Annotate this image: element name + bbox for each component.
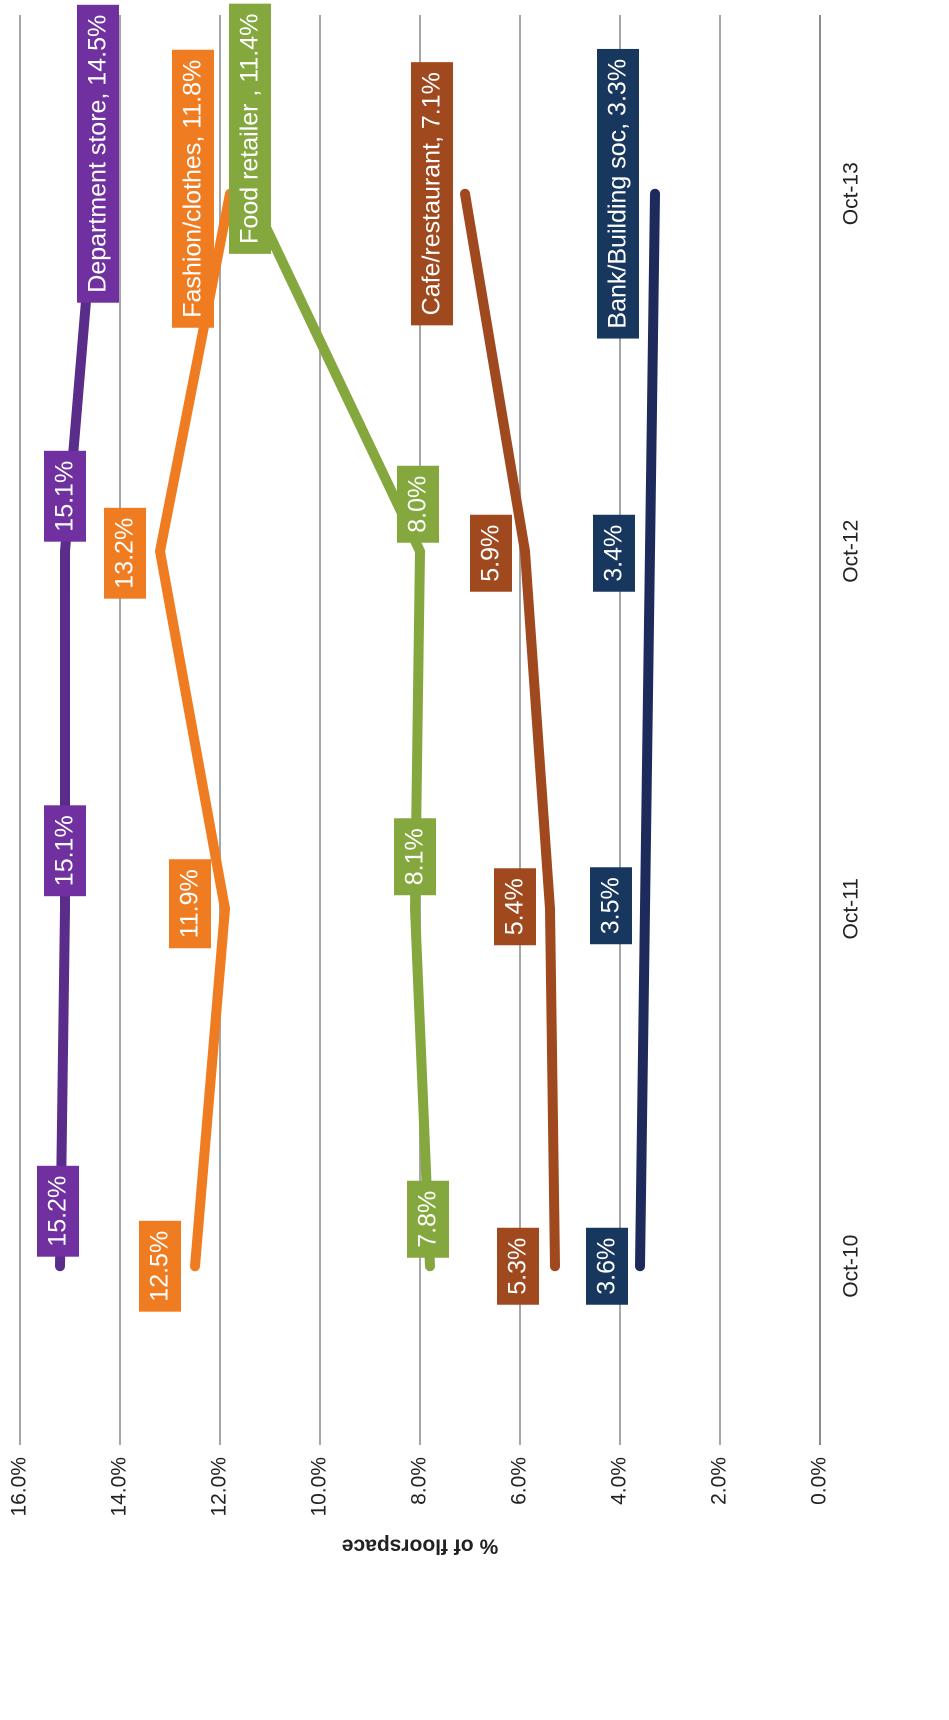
- data-label-box: [397, 465, 439, 543]
- data-label: 12.5%: [146, 1231, 174, 1302]
- data-label: 11.9%: [176, 869, 204, 938]
- data-label-box: [44, 450, 86, 542]
- data-label: 15.2%: [44, 1176, 72, 1247]
- data-label-box: [411, 62, 453, 326]
- y-tick-label: 6.0%: [508, 1457, 531, 1505]
- series-line: [55, 188, 100, 1272]
- data-label-box: [172, 49, 214, 328]
- data-label: Bank/Building soc, 3.3%: [604, 59, 632, 329]
- data-label-box: [139, 1220, 181, 1312]
- series-line: [245, 188, 435, 1272]
- data-label-box: [407, 1180, 449, 1258]
- x-tick-label: Oct-10: [840, 1235, 863, 1298]
- data-label-box: [497, 1227, 539, 1305]
- data-label: 5.9%: [477, 525, 505, 582]
- data-label: 5.3%: [504, 1238, 532, 1295]
- x-tick-label: Oct-12: [840, 520, 863, 583]
- data-label-box: [394, 818, 436, 896]
- data-label-box: [229, 3, 271, 254]
- data-label: 8.1%: [401, 828, 429, 885]
- data-label-box: [590, 867, 632, 945]
- data-label-box: [470, 514, 512, 592]
- data-label: Department store, 14.5%: [84, 15, 112, 293]
- data-label: 3.6%: [593, 1238, 621, 1295]
- plot: % of floorspace 0.0% 2.0% 4.0% 6.0% 8.0% 10.0…: [8, 3, 863, 1557]
- y-tick-label: 4.0%: [608, 1457, 631, 1505]
- axis-title: % of floorspace: [342, 1534, 498, 1557]
- data-label: Food retailer , 11.4%: [236, 14, 264, 244]
- data-label-box: [44, 805, 86, 897]
- data-label: 13.2%: [111, 518, 139, 589]
- x-tick-label: Oct-13: [840, 162, 863, 225]
- data-label: 7.8%: [414, 1191, 442, 1248]
- data-label: 3.4%: [600, 525, 628, 582]
- data-label-box: [593, 514, 635, 592]
- data-label: 15.1%: [51, 815, 79, 886]
- y-tick-label: 16.0%: [8, 1457, 31, 1517]
- data-label: 3.5%: [597, 877, 625, 934]
- y-tick-label: 10.0%: [308, 1457, 331, 1517]
- data-label-box: [77, 4, 119, 303]
- y-tick-label: 12.0%: [208, 1457, 231, 1517]
- y-tick-label: 2.0%: [708, 1457, 731, 1505]
- data-label: Fashion/clothes, 11.8%: [179, 60, 207, 318]
- series-line: [155, 188, 235, 1272]
- series-line: [460, 188, 560, 1272]
- y-tick-label: 14.0%: [108, 1457, 131, 1517]
- data-label: Cafe/restaurant, 7.1%: [418, 72, 446, 315]
- data-label: 15.1%: [51, 461, 79, 532]
- y-tick-label: 8.0%: [408, 1457, 431, 1505]
- data-label-box: [586, 1227, 628, 1305]
- data-label-box: [597, 48, 639, 339]
- data-label: 8.0%: [404, 476, 432, 533]
- data-label-box: [494, 868, 536, 946]
- data-label-box: [104, 507, 146, 599]
- series-line: [635, 188, 660, 1272]
- data-label-box: [169, 859, 211, 949]
- data-label: 5.4%: [501, 878, 529, 935]
- x-tick-label: Oct-11: [840, 878, 863, 939]
- y-tick-label: 0.0%: [808, 1457, 831, 1505]
- data-label-box: [37, 1165, 79, 1257]
